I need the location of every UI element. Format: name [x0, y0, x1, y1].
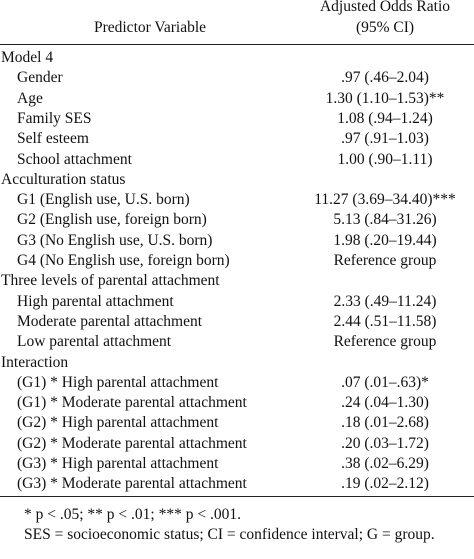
row-label: Low parental attachment	[17, 333, 172, 351]
row-value: 2.33 (.49–11.24)	[333, 292, 437, 310]
header-ratio: Adjusted Odds Ratio	[319, 0, 451, 15]
rule	[0, 496, 474, 497]
row-label: High parental attachment	[17, 292, 174, 310]
row-value: 1.00 (.90–1.11)	[337, 150, 433, 168]
section-title: Acculturation status	[1, 170, 126, 188]
rule	[0, 44, 474, 45]
row-label: G3 (No English use, U.S. born)	[17, 231, 213, 249]
row-value: .18 (.01–2.68)	[341, 414, 429, 432]
row-label: Self esteem	[17, 130, 89, 148]
section-title: Interaction	[1, 353, 69, 371]
row-label: Family SES	[17, 109, 92, 127]
header-variable: Predictor Variable	[93, 19, 207, 36]
row-label: Moderate parental attachment	[17, 312, 203, 330]
row-label: Age	[17, 89, 43, 107]
header-ci: (95% CI)	[355, 19, 415, 36]
row-value: .20 (.03–1.72)	[341, 434, 429, 452]
row-value: .97 (.91–1.03)	[341, 130, 429, 148]
row-value: 5.13 (.84–31.26)	[333, 211, 437, 229]
row-value: Reference group	[333, 252, 437, 269]
row-value: 1.08 (.94–1.24)	[337, 109, 433, 127]
row-label: (G2) * High parental attachment	[17, 414, 219, 432]
row-value: .38 (.02–6.29)	[341, 455, 429, 472]
row-label: G2 (English use, foreign born)	[17, 211, 207, 229]
row-label: G1 (English use, U.S. born)	[17, 191, 190, 209]
row-label: (G1) * High parental attachment	[17, 373, 219, 391]
row-value: .24 (.04–1.30)	[341, 394, 429, 412]
row-label: (G3) * High parental attachment	[17, 455, 219, 472]
row-value: .19 (.02–2.12)	[341, 475, 429, 493]
row-label: (G3) * Moderate parental attachment	[17, 475, 247, 493]
row-value: 11.27 (3.69–34.40)***	[314, 191, 456, 209]
section-title: Model 4	[1, 49, 54, 66]
row-value: .07 (.01–.63)*	[341, 373, 429, 391]
row-value: 1.98 (.20–19.44)	[333, 231, 437, 249]
footnote: SES = socioeconomic status; CI = confide…	[24, 526, 435, 543]
row-label: (G2) * Moderate parental attachment	[17, 434, 247, 452]
row-label: School attachment	[17, 150, 132, 168]
row-value: 1.30 (1.10–1.53)**	[325, 89, 445, 107]
footnote: * p < .05; ** p < .01; *** p < .001.	[24, 506, 241, 523]
row-value: Reference group	[333, 333, 437, 351]
row-label: G4 (No English use, foreign born)	[17, 252, 230, 269]
row-label: Gender	[17, 69, 63, 87]
row-label: (G1) * Moderate parental attachment	[17, 394, 247, 412]
row-value: .97 (.46–2.04)	[341, 69, 429, 87]
row-value: 2.44 (.51–11.58)	[333, 312, 437, 330]
section-title: Three levels of parental attachment	[1, 272, 220, 290]
